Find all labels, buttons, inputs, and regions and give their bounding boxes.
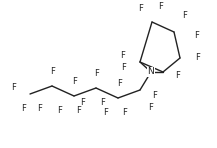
Text: F: F	[21, 104, 26, 113]
Text: F: F	[148, 103, 153, 112]
Text: F: F	[80, 98, 85, 107]
Text: F: F	[120, 52, 125, 61]
Text: F: F	[37, 104, 42, 113]
Text: F: F	[194, 30, 199, 40]
Text: F: F	[158, 2, 163, 11]
Text: F: F	[72, 77, 77, 86]
Text: F: F	[95, 69, 99, 78]
Text: F: F	[57, 106, 62, 115]
Text: F: F	[122, 108, 127, 117]
Text: N: N	[148, 67, 154, 77]
Text: F: F	[118, 79, 122, 88]
Text: F: F	[11, 83, 16, 92]
Text: F: F	[103, 108, 108, 117]
Text: F: F	[100, 98, 105, 107]
Text: F: F	[195, 53, 200, 62]
Text: F: F	[152, 90, 157, 99]
Text: F: F	[175, 71, 180, 81]
Text: F: F	[51, 67, 55, 76]
Text: F: F	[76, 106, 81, 115]
Text: F: F	[138, 4, 143, 13]
Text: F: F	[121, 63, 126, 73]
Text: F: F	[182, 11, 187, 20]
